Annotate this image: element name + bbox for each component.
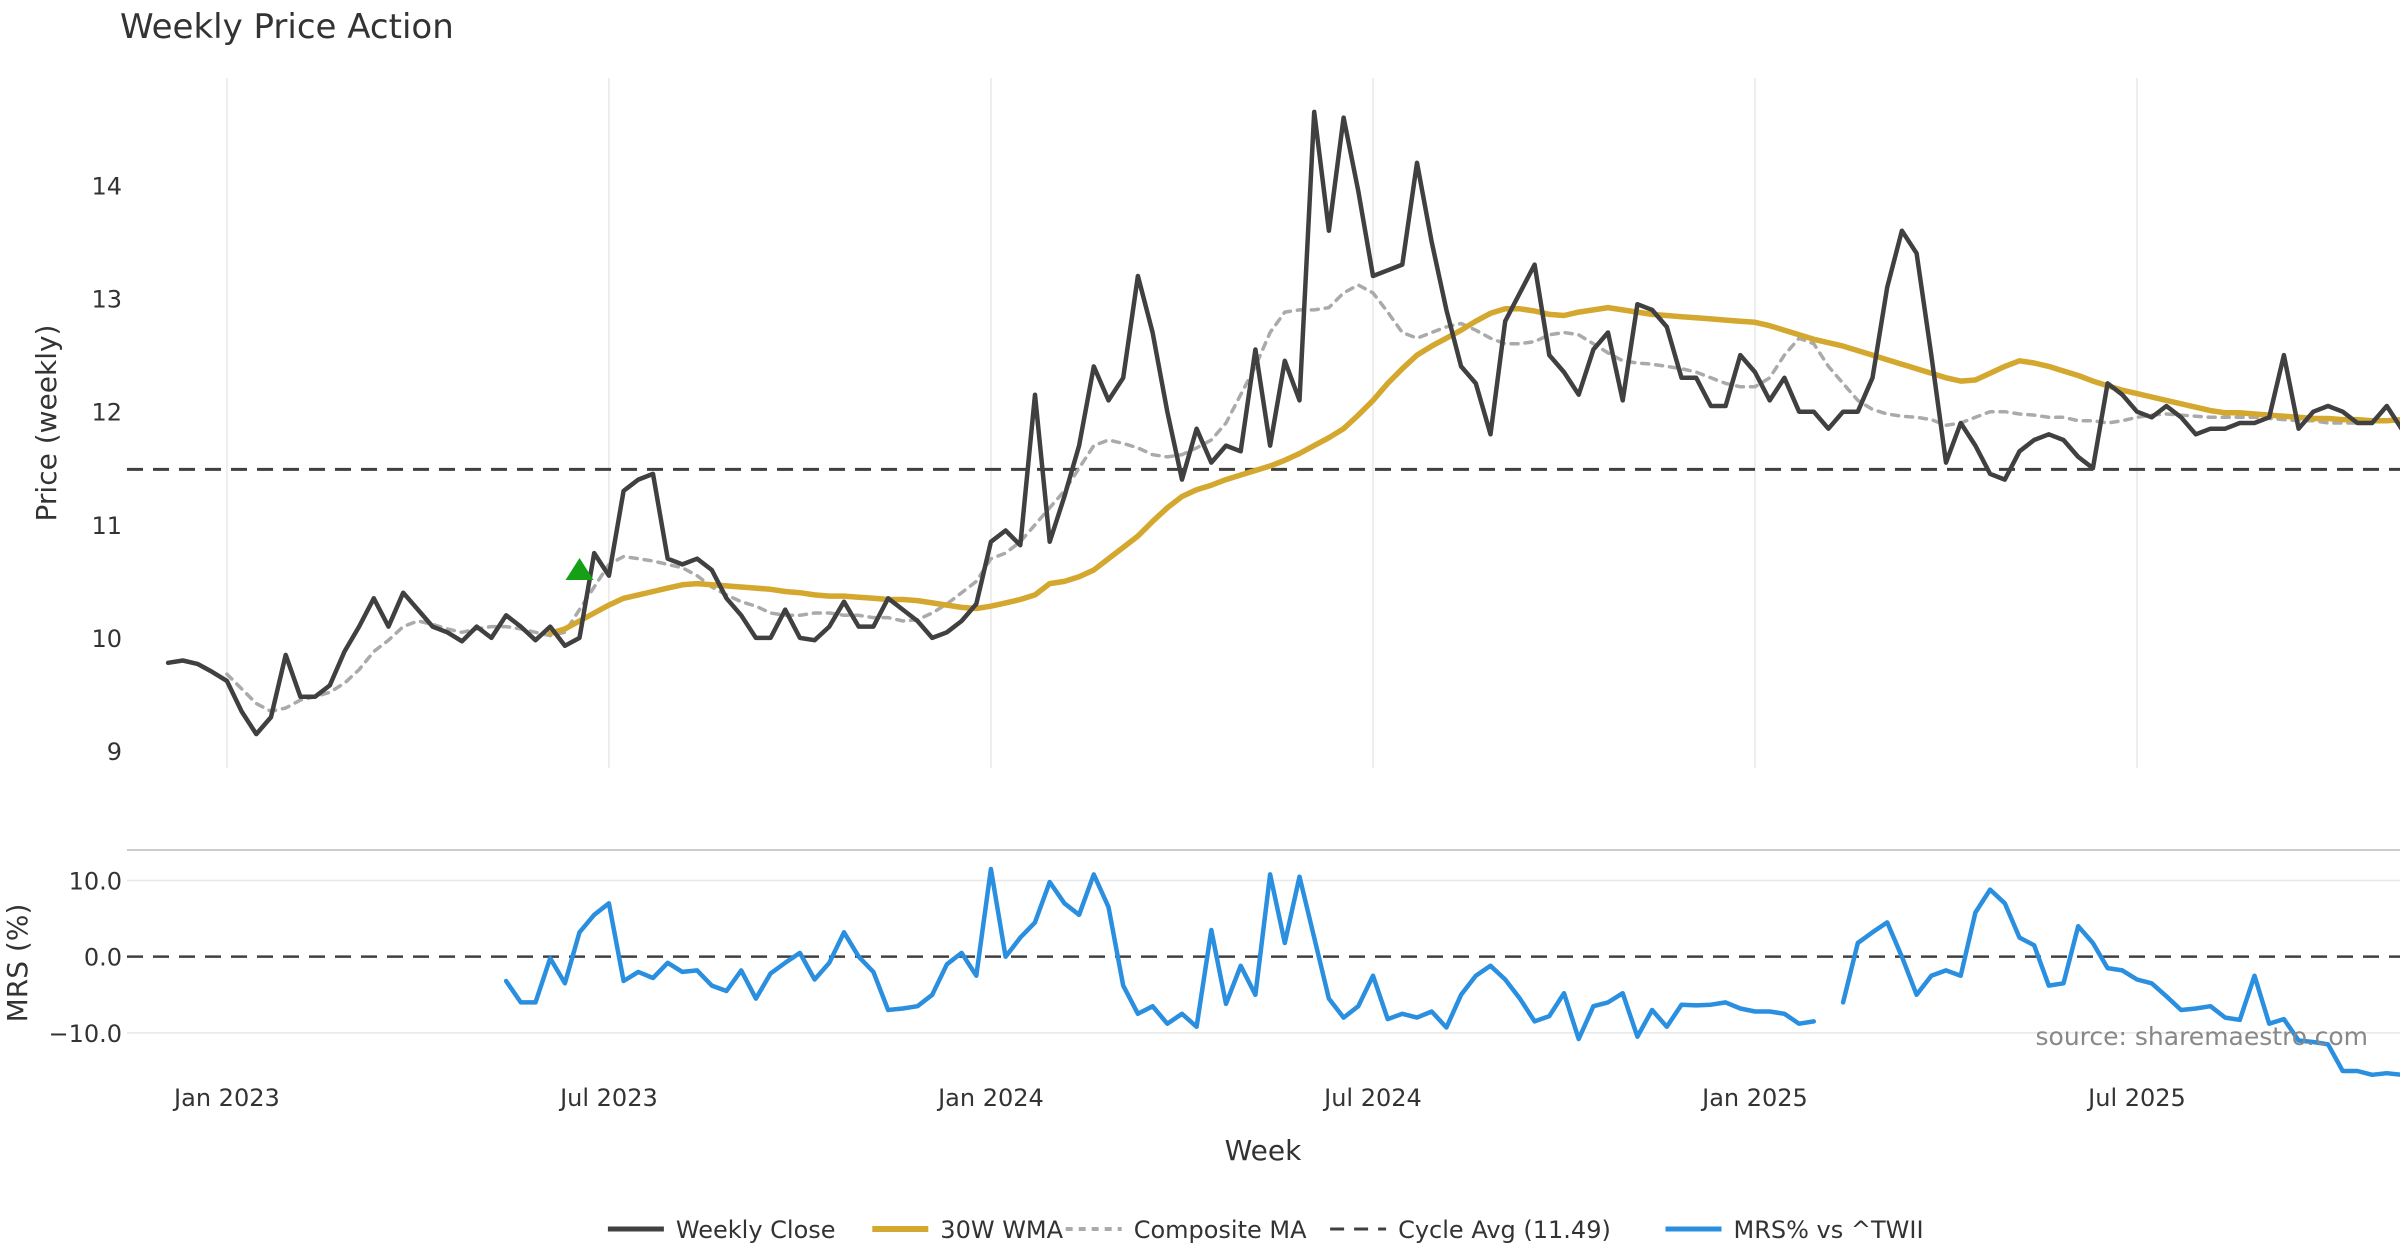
x-axis-label: Week [1225,1134,1302,1167]
mrs-y-tick-label: 10.0 [69,867,122,895]
legend-wma: 30W WMA [872,1216,1064,1244]
mrs-grid [127,879,2400,1034]
chart-title: Weekly Price Action [120,7,454,47]
price-y-tick-label: 9 [107,738,122,766]
legend-wma-label: 30W WMA [940,1216,1063,1244]
price-y-tick-label: 12 [91,399,122,427]
price-y-tick-label: 14 [91,172,122,200]
legend-mrs: MRS% vs ^TWII [1665,1216,1924,1244]
legend: Weekly Close 30W WMA Composite MA Cycle Avg… [607,1216,1924,1244]
composite-ma-line [225,283,2360,714]
x-tick-label: Jul 2025 [2086,1084,2186,1112]
x-tick-label: Jul 2024 [1322,1084,1422,1112]
legend-weekly-close-label: Weekly Close [676,1216,836,1244]
x-tick-label: Jan 2024 [936,1084,1044,1112]
x-tick-label: Jan 2023 [172,1084,280,1112]
legend-weekly-close: Weekly Close [607,1216,836,1244]
legend-composite-ma: Composite MA [1065,1216,1307,1244]
price-y-axis: 9 10 11 12 13 14 [91,172,122,766]
x-tick-label: Jan 2025 [1700,1084,1808,1112]
mrs-y-tick-label: −10.0 [48,1020,122,1048]
wma-line [547,304,2400,637]
buy-signal-triangle [565,558,594,581]
legend-cycle-avg-label: Cycle Avg (11.49) [1398,1216,1611,1244]
price-y-tick-label: 11 [91,512,122,540]
buy-signal-marker [565,558,594,581]
weekly-close-line [165,109,2400,737]
legend-mrs-label: MRS% vs ^TWII [1734,1216,1924,1244]
mrs-line-segment [1840,887,2400,1078]
price-y-axis-label: Price (weekly) [30,325,63,522]
mrs-line-segment [503,866,1817,1042]
composite-ma-series [225,283,2360,714]
x-axis: Jan 2023 Jul 2023 Jan 2024 Jul 2024 Jan 2025… [172,1084,2186,1112]
x-tick-label: Jul 2023 [558,1084,658,1112]
price-grid [226,78,2138,768]
legend-composite-ma-label: Composite MA [1134,1216,1307,1244]
mrs-series [503,866,2400,1078]
mrs-y-axis: 10.0 0.0 −10.0 [48,867,122,1047]
legend-cycle-avg: Cycle Avg (11.49) [1330,1216,1611,1244]
price-y-tick-label: 13 [91,286,122,314]
wma-series [547,304,2400,637]
price-y-tick-label: 10 [91,625,122,653]
mrs-y-axis-label: MRS (%) [1,904,34,1023]
source-note: source: sharemaestro.com [2036,1022,2369,1051]
weekly-close-series [165,109,2400,737]
mrs-y-tick-label: 0.0 [84,944,122,972]
